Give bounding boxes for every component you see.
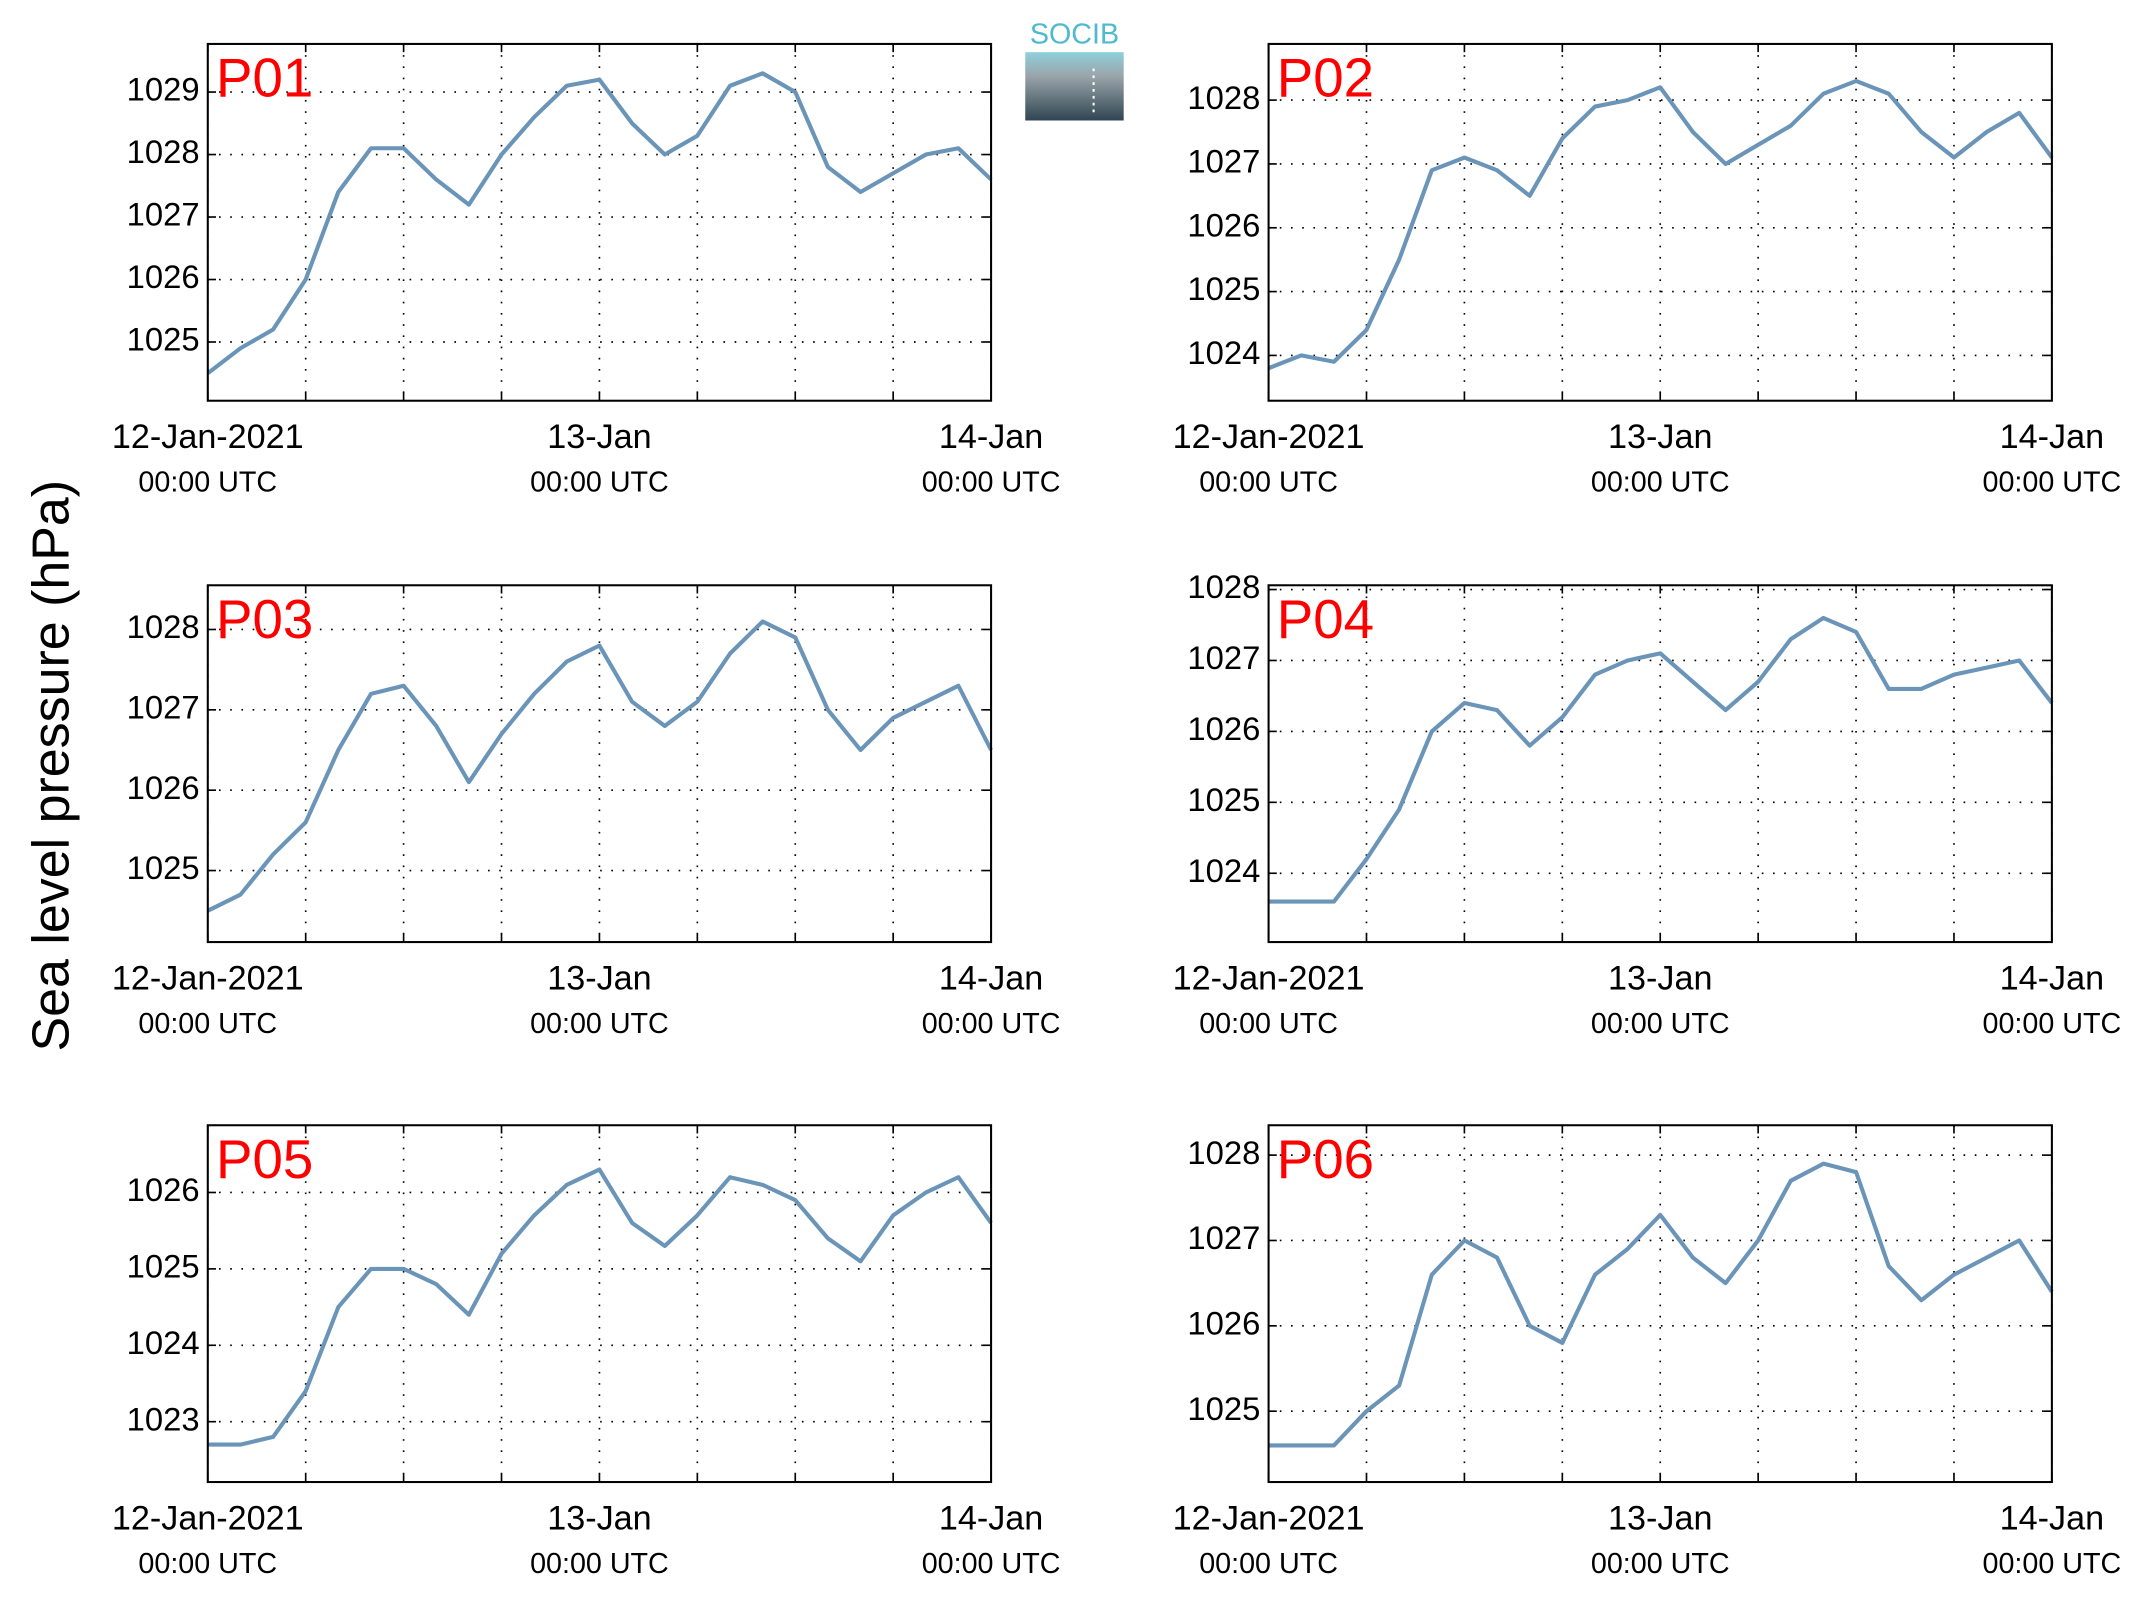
plot-frame — [1267, 42, 2053, 402]
panel-title: P01 — [216, 47, 313, 109]
x-tick-label: 14-Jan — [2000, 1499, 2104, 1537]
x-tick-label: 14-Jan — [939, 418, 1043, 456]
data-line — [1268, 1161, 2054, 1448]
x-tick-time: 00:00 UTC — [138, 1548, 277, 1580]
y-tick-label: 1026 — [1187, 206, 1260, 243]
y-tick-label: 1028 — [127, 133, 200, 170]
x-tick-label: 13-Jan — [547, 959, 651, 997]
y-tick-label: 1028 — [1187, 1134, 1260, 1171]
x-tick-label: 13-Jan — [1608, 418, 1712, 456]
y-tick-label: 1025 — [127, 849, 200, 886]
x-tick-time: 00:00 UTC — [1199, 1548, 1338, 1580]
x-tick-time: 00:00 UTC — [1199, 467, 1338, 499]
x-tick-label: 14-Jan — [2000, 959, 2104, 997]
x-tick-label: 12-Jan-2021 — [1173, 1499, 1365, 1537]
y-tick-label: 1028 — [1187, 79, 1260, 116]
data-line — [206, 619, 993, 913]
x-tick-time: 00:00 UTC — [922, 1548, 1061, 1580]
x-tick-time: 00:00 UTC — [1983, 467, 2122, 499]
x-tick-time: 00:00 UTC — [922, 1008, 1061, 1040]
y-tick-label: 1026 — [127, 1171, 200, 1208]
x-tick-time: 00:00 UTC — [1983, 1548, 2122, 1580]
x-tick-time: 00:00 UTC — [530, 1548, 669, 1580]
y-tick-label: 1027 — [127, 196, 200, 233]
x-tick-time: 00:00 UTC — [922, 467, 1061, 499]
plot-frame — [206, 42, 993, 402]
y-tick-label: 1025 — [127, 321, 200, 358]
y-tick-label: 1025 — [1187, 270, 1260, 307]
y-tick-label: 1025 — [1187, 781, 1260, 818]
y-axis-label: Sea level pressure (hPa) — [22, 480, 80, 1052]
y-tick-label: 1027 — [1187, 143, 1260, 180]
x-tick-label: 14-Jan — [939, 1499, 1043, 1537]
logo-text: SOCIB — [1030, 18, 1119, 50]
y-tick-label: 1027 — [1187, 1219, 1260, 1256]
plot-frame — [206, 584, 993, 944]
y-tick-label: 1024 — [1187, 852, 1260, 889]
y-tick-label: 1024 — [1187, 334, 1260, 371]
x-tick-label: 12-Jan-2021 — [112, 1499, 304, 1537]
y-tick-label: 1027 — [127, 689, 200, 726]
x-tick-time: 00:00 UTC — [1591, 1008, 1730, 1040]
y-tick-label: 1028 — [1187, 568, 1260, 605]
plot-frame — [1267, 584, 2053, 944]
data-line — [1268, 615, 2054, 904]
y-tick-label: 1028 — [127, 608, 200, 645]
y-tick-label: 1029 — [127, 71, 200, 108]
x-tick-label: 12-Jan-2021 — [112, 959, 304, 997]
plot-frame — [206, 1124, 993, 1484]
x-tick-label: 13-Jan — [547, 418, 651, 456]
y-tick-label: 1026 — [127, 258, 200, 295]
panel-title: P02 — [1277, 47, 1374, 109]
y-tick-label: 1024 — [127, 1324, 200, 1361]
x-tick-label: 13-Jan — [1608, 1499, 1712, 1537]
panel-title: P06 — [1277, 1128, 1374, 1190]
x-tick-label: 12-Jan-2021 — [1173, 959, 1365, 997]
panel-title: P04 — [1277, 588, 1374, 650]
x-tick-time: 00:00 UTC — [1199, 1008, 1338, 1040]
x-tick-time: 00:00 UTC — [138, 467, 277, 499]
x-tick-label: 12-Jan-2021 — [1173, 418, 1365, 456]
plot-frame — [1267, 1124, 2053, 1484]
x-tick-label: 12-Jan-2021 — [112, 418, 304, 456]
x-tick-time: 00:00 UTC — [1983, 1008, 2122, 1040]
x-tick-time: 00:00 UTC — [530, 1008, 669, 1040]
x-tick-label: 13-Jan — [1608, 959, 1712, 997]
data-line — [207, 1167, 993, 1447]
data-line — [1267, 78, 2054, 371]
data-line — [206, 71, 993, 375]
x-tick-time: 00:00 UTC — [1591, 1548, 1730, 1580]
x-tick-time: 00:00 UTC — [138, 1008, 277, 1040]
y-tick-label: 1026 — [127, 769, 200, 806]
y-tick-label: 1026 — [1187, 710, 1260, 747]
logo-box — [1025, 52, 1124, 121]
y-tick-label: 1025 — [1187, 1390, 1260, 1427]
x-tick-time: 00:00 UTC — [1591, 467, 1730, 499]
panel-title: P05 — [216, 1128, 313, 1190]
x-tick-label: 14-Jan — [2000, 418, 2104, 456]
y-tick-label: 1027 — [1187, 639, 1260, 676]
panel-title: P03 — [216, 588, 313, 650]
y-tick-label: 1023 — [127, 1400, 200, 1437]
y-tick-label: 1025 — [127, 1248, 200, 1285]
y-tick-label: 1026 — [1187, 1305, 1260, 1342]
x-tick-time: 00:00 UTC — [530, 467, 669, 499]
x-tick-label: 13-Jan — [547, 1499, 651, 1537]
x-tick-label: 14-Jan — [939, 959, 1043, 997]
